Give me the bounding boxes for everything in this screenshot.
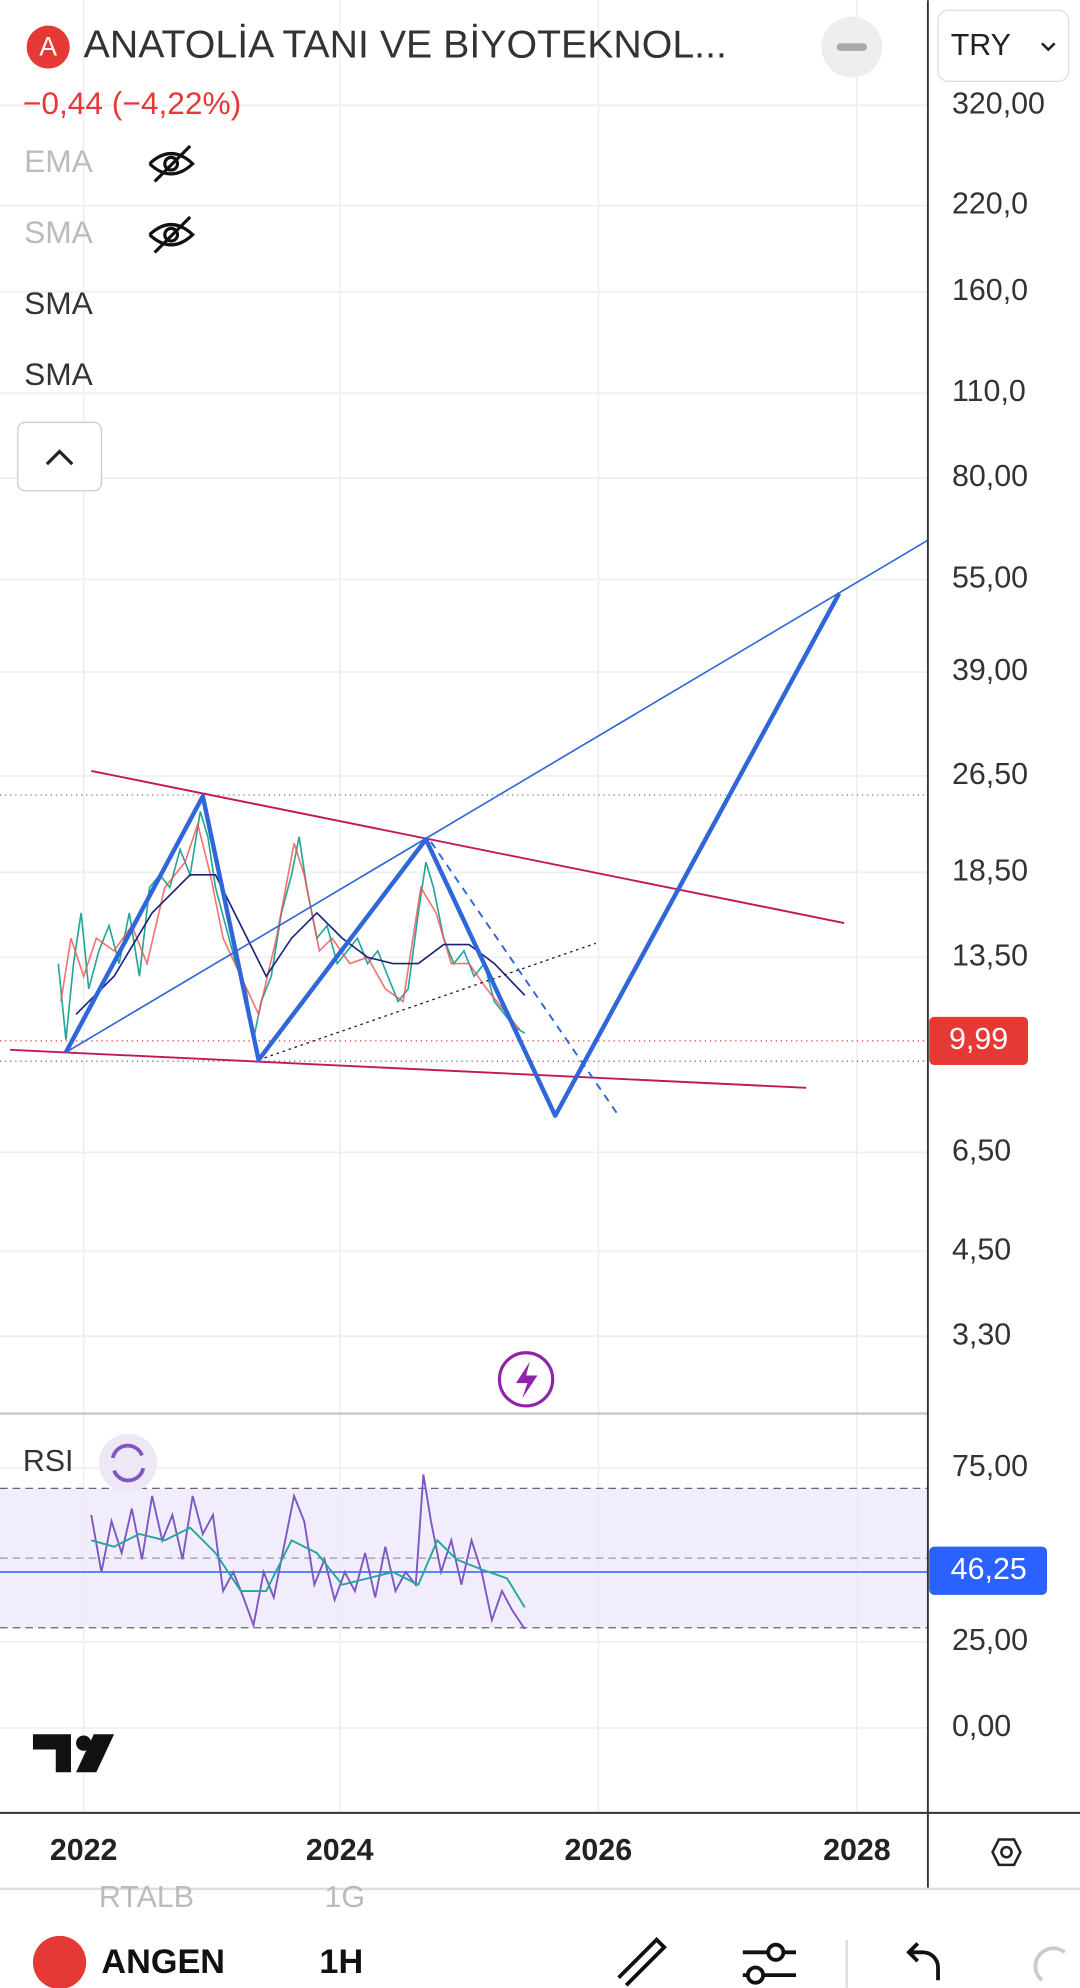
time-tick-label: 2022 [50,1833,118,1867]
rsi-signal-line [91,1526,526,1609]
rsi-value-tag [929,1546,1048,1595]
price-tick-label: 4,50 [952,1232,1011,1266]
price-tick-label: 320,00 [952,86,1045,120]
price-drawing [0,0,1080,1891]
badge [26,25,70,69]
settings-button[interactable] [991,1838,1022,1867]
price-tick-label: 55,00 [952,561,1028,595]
currency-select[interactable] [937,9,1070,82]
last-price: 9,99 [949,1022,1008,1056]
price-line-down [60,821,521,1031]
peek-symbol: RTALB [99,1880,194,1914]
symbol-title[interactable]: ANATOLİA TANI VE BİYOTEKNOL... [84,22,727,66]
moving-average [75,874,526,1015]
hide-icon[interactable] [148,144,195,183]
symbol-logo [32,1935,87,1988]
chevron [45,449,74,466]
indicator-name: EMA [24,143,94,179]
time-tick-label: 2024 [306,1833,374,1867]
hide-icon-pupil [163,226,180,243]
reset-glyph [110,1443,146,1483]
price-tick-label: 3,30 [952,1317,1011,1351]
rsi-tick-label: 25,00 [952,1623,1028,1657]
bottom-toolbar [0,1890,1080,1988]
price-tick-label: 39,00 [952,653,1028,687]
rsi-value: 46,25 [951,1552,1027,1586]
logo [32,1734,115,1773]
price-tick-label: 18,50 [952,853,1028,887]
bottom-symbol[interactable]: ANGEN [101,1943,225,1981]
hide-icon[interactable] [148,215,195,254]
collapse-glyph [836,43,868,51]
indicator-name: SMA [24,214,94,250]
hide-icon-pupil [163,155,180,172]
trend-line [65,539,929,1054]
last-price-tag [929,1016,1029,1065]
draw-tool[interactable] [617,1936,667,1987]
price-tick-label: 160,0 [952,273,1028,307]
time-tick-label: 2028 [823,1833,891,1867]
zigzag-pattern [63,592,842,1118]
rsi-line [90,1474,526,1630]
indicator-name: SMA [24,356,94,392]
indicator-name: SMA [24,285,94,321]
indicator-list: EMA SMA SMA SMA [24,143,195,392]
time-tick-label: 2026 [564,1833,632,1867]
dropdown-arrow [1041,42,1056,52]
price-tick-label: 220,0 [952,187,1028,221]
slider-knob [766,1942,786,1962]
bottom-interval[interactable]: 1H [319,1943,363,1981]
price-tick-label: 110,0 [952,374,1026,408]
trend-line [258,942,596,1061]
rsi-label: RSI [23,1444,74,1478]
price-change: −0,44 (−4,22%) [23,85,241,121]
undo-button[interactable] [906,1942,940,1981]
price-tick-label: 6,50 [952,1133,1011,1167]
peek-interval: 1G [325,1880,366,1914]
settings-dot [1000,1845,1013,1859]
lightning-glyph [515,1361,538,1399]
rsi-tick-label: 0,00 [952,1709,1011,1743]
slider-knob [745,1965,766,1985]
rsi-reset[interactable] [98,1433,158,1493]
axes: 320,00 220,0 160,0 110,0 80,00 55,00 39,00 26,5… [50,86,1045,1867]
price-tick-label: 26,50 [952,757,1028,791]
currency-text: TRY [951,28,1011,62]
badge-text: A [39,31,57,61]
trend-line [10,1048,807,1089]
collapse-legend[interactable] [17,421,103,492]
logo-dot [76,1735,92,1751]
rsi-tick-label: 75,00 [952,1449,1028,1483]
redo-button[interactable] [1033,1946,1066,1982]
price-tick-label: 80,00 [952,459,1028,493]
grid [0,0,928,1813]
price-tick-label: 13,50 [952,938,1028,972]
trend-line [91,769,845,924]
